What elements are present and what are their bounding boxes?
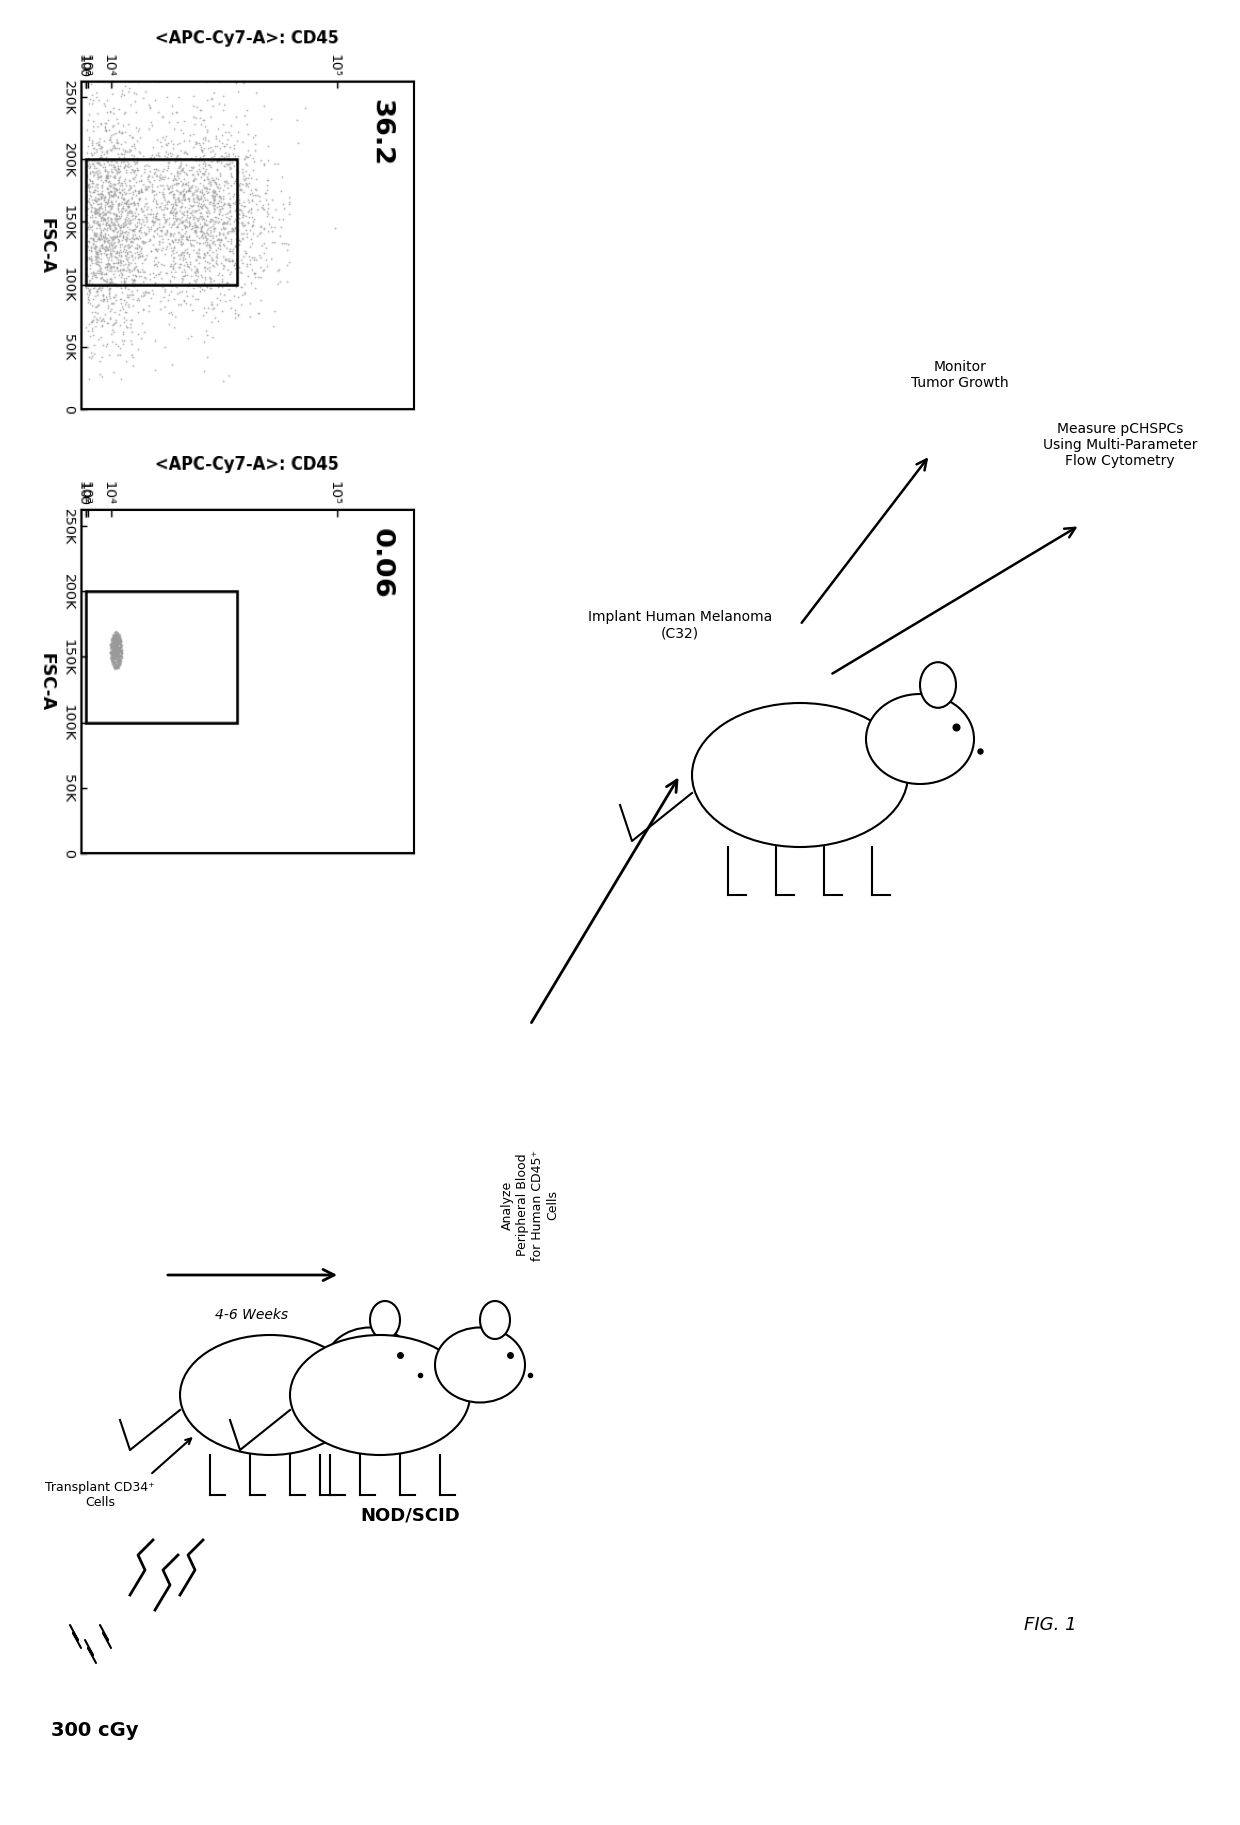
Ellipse shape xyxy=(180,1336,360,1455)
Ellipse shape xyxy=(866,694,973,785)
Text: Transplant CD34⁺
Cells: Transplant CD34⁺ Cells xyxy=(45,1482,155,1509)
Ellipse shape xyxy=(920,662,956,708)
Text: 300 cGy: 300 cGy xyxy=(51,1721,139,1739)
Text: NOD/SCID: NOD/SCID xyxy=(360,1506,460,1524)
Ellipse shape xyxy=(325,1327,415,1402)
Ellipse shape xyxy=(435,1327,525,1402)
Ellipse shape xyxy=(480,1301,510,1340)
Ellipse shape xyxy=(692,703,908,847)
Text: Monitor
Tumor Growth: Monitor Tumor Growth xyxy=(911,360,1009,391)
Text: FIG. 1: FIG. 1 xyxy=(1024,1615,1076,1633)
Text: Analyze
Peripheral Blood
for Human CD45⁺
Cells: Analyze Peripheral Blood for Human CD45⁺… xyxy=(501,1150,559,1261)
Ellipse shape xyxy=(290,1336,470,1455)
Text: Measure pCHSPCs
Using Multi-Parameter
Flow Cytometry: Measure pCHSPCs Using Multi-Parameter Fl… xyxy=(1043,422,1198,469)
Ellipse shape xyxy=(370,1301,401,1340)
Text: 4-6 Weeks: 4-6 Weeks xyxy=(216,1309,289,1321)
Text: Implant Human Melanoma
(C32): Implant Human Melanoma (C32) xyxy=(588,610,773,641)
